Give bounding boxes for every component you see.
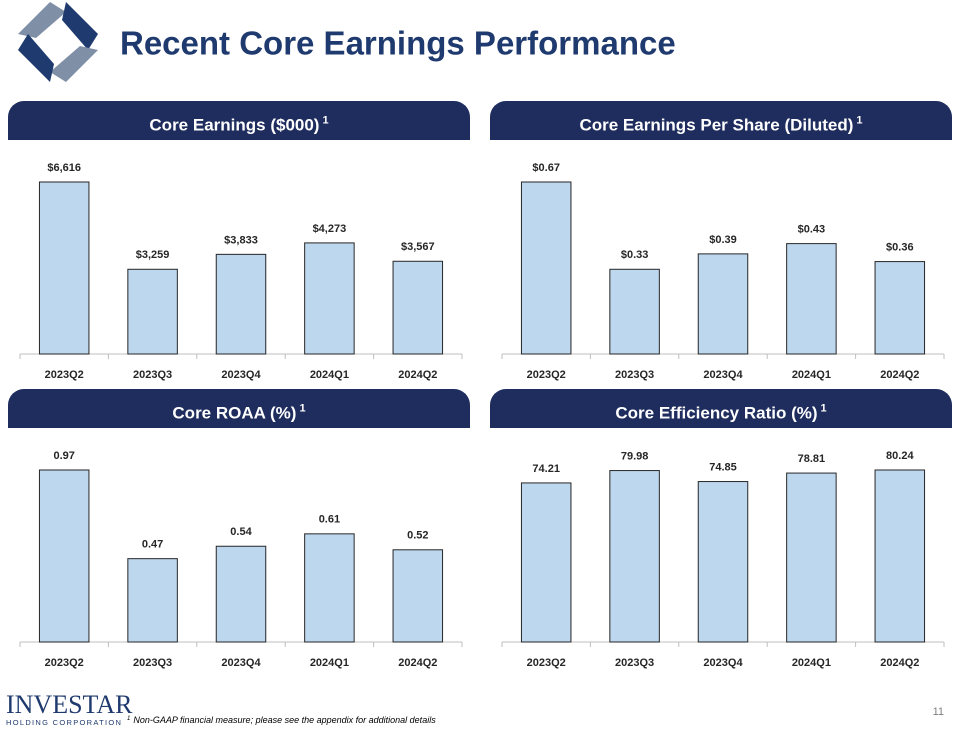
value-label: 74.85	[709, 461, 737, 473]
x-tick-label: 2024Q2	[398, 369, 437, 381]
x-tick-label: 2023Q4	[221, 369, 261, 381]
chart-panel: Core Earnings ($000) 1 $6,616 2023Q2 $3,259 2…	[8, 101, 470, 381]
x-tick-label: 2023Q3	[615, 369, 654, 381]
bar	[520, 482, 572, 643]
panel-title-text: Core Earnings Per Share (Diluted)	[579, 116, 853, 135]
bar	[38, 181, 90, 355]
value-label: 0.47	[142, 539, 163, 551]
value-label: 74.21	[532, 463, 560, 475]
logo-subtitle: HOLDING CORPORATION	[6, 718, 122, 727]
value-label: $4,273	[313, 223, 347, 235]
x-tick-label: 2023Q3	[133, 369, 172, 381]
panel-title-text: Core ROAA (%)	[172, 404, 296, 423]
bar	[874, 261, 926, 355]
x-tick-label: 2024Q1	[792, 369, 831, 381]
value-label: $0.39	[709, 234, 737, 246]
value-label: $3,567	[401, 241, 435, 253]
slide-title: Recent Core Earnings Performance	[120, 25, 676, 62]
bar	[304, 242, 355, 355]
value-label: 0.52	[407, 530, 428, 542]
panel-header-base	[8, 412, 470, 428]
chart-panel: Core Earnings Per Share (Diluted) 1 $0.67 2…	[490, 101, 952, 381]
panel-title: Core Earnings Per Share (Diluted) 1	[579, 114, 862, 135]
x-tick-label: 2023Q3	[133, 657, 172, 669]
bar	[392, 260, 444, 355]
bar	[520, 181, 572, 355]
value-label: $0.67	[532, 162, 560, 174]
panel-title-text: Core Earnings ($000)	[149, 116, 319, 135]
bar	[127, 558, 178, 643]
value-label: 80.24	[886, 450, 914, 462]
bar	[38, 469, 90, 643]
bar	[215, 253, 267, 355]
panel-title-superscript: 1	[322, 114, 328, 126]
logo-blade	[62, 2, 98, 50]
bar	[609, 470, 660, 643]
x-tick-label: 2023Q4	[703, 657, 743, 669]
panel-title: Core ROAA (%) 1	[172, 402, 305, 423]
value-label: $0.36	[886, 241, 914, 253]
bar	[215, 545, 267, 643]
footnote-marker: 1	[127, 716, 130, 722]
logo-name: INVESTAR	[6, 690, 133, 719]
value-label: 79.98	[621, 450, 649, 462]
bar	[697, 481, 749, 643]
logo-blade	[18, 34, 54, 82]
value-label: 0.54	[230, 526, 252, 538]
panel-header-base	[8, 124, 470, 140]
x-tick-label: 2023Q4	[221, 657, 261, 669]
panel-header-base	[490, 124, 952, 140]
x-tick-label: 2023Q2	[527, 657, 566, 669]
bar	[609, 268, 660, 355]
value-label: 0.97	[53, 450, 74, 462]
x-tick-label: 2024Q2	[880, 657, 919, 669]
page-number: 11	[933, 706, 944, 718]
value-label: $6,616	[47, 162, 81, 174]
panel-title-text: Core Efficiency Ratio (%)	[615, 404, 817, 423]
value-label: 78.81	[798, 453, 826, 465]
bar	[786, 243, 837, 355]
footnote-text: Non-GAAP financial measure; please see t…	[133, 715, 436, 725]
x-tick-label: 2024Q2	[880, 369, 919, 381]
chart-panel: Core Efficiency Ratio (%) 1 74.21 2023Q2 79.…	[490, 389, 952, 669]
logo-blade	[18, 2, 66, 38]
x-tick-label: 2023Q2	[45, 369, 84, 381]
bar	[874, 469, 926, 643]
panel-title: Core Efficiency Ratio (%) 1	[615, 402, 826, 423]
x-tick-label: 2023Q2	[527, 369, 566, 381]
panel-title-superscript: 1	[821, 402, 827, 414]
x-tick-label: 2024Q1	[310, 369, 349, 381]
bar	[697, 253, 749, 355]
bar	[392, 549, 444, 643]
x-tick-label: 2024Q1	[310, 657, 349, 669]
x-tick-label: 2023Q2	[45, 657, 84, 669]
x-tick-label: 2024Q2	[398, 657, 437, 669]
logo-icon	[18, 2, 98, 82]
value-label: 0.61	[319, 514, 340, 526]
panel-title: Core Earnings ($000) 1	[149, 114, 328, 135]
bar	[127, 268, 178, 355]
panel-title-superscript: 1	[856, 114, 862, 126]
x-tick-label: 2023Q3	[615, 657, 654, 669]
x-tick-label: 2024Q1	[792, 657, 831, 669]
bar	[304, 533, 355, 643]
x-tick-label: 2023Q4	[703, 369, 743, 381]
value-label: $0.43	[798, 224, 826, 236]
bar	[786, 472, 837, 643]
value-label: $0.33	[621, 249, 649, 261]
panel-title-superscript: 1	[299, 402, 305, 414]
value-label: $3,259	[136, 249, 170, 261]
value-label: $3,833	[224, 234, 258, 246]
panel-header-base	[490, 412, 952, 428]
footnote: 1 Non-GAAP financial measure; please see …	[127, 715, 436, 725]
logo-blade	[50, 46, 98, 82]
chart-panel: Core ROAA (%) 1 0.97 2023Q2 0.47 2023Q3 0.54 20…	[8, 389, 470, 669]
